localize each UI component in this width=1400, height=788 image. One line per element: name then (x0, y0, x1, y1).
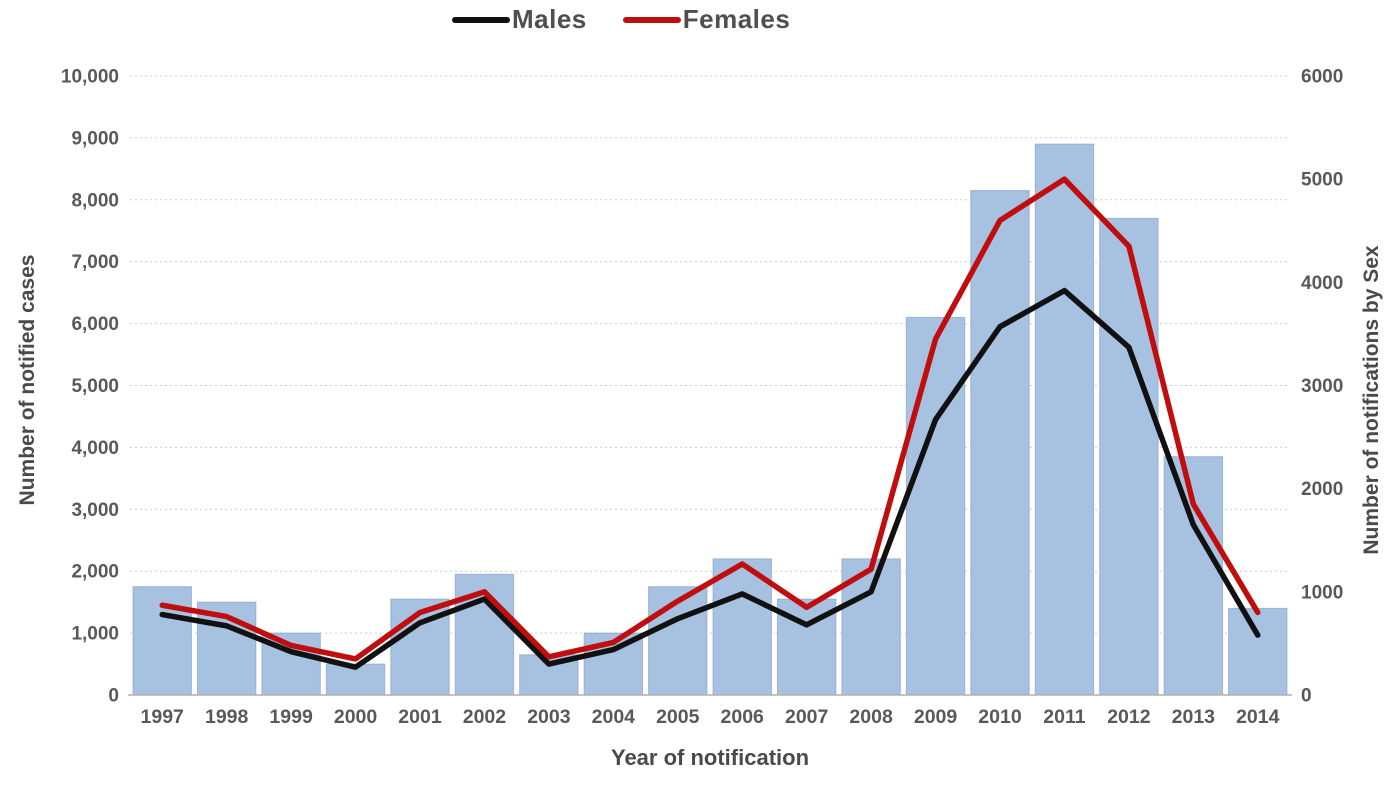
legend-label-females: Females (682, 4, 791, 34)
left-axis-ticks: 0 1,000 2,000 3,000 4,000 5,000 6,000 7,000 8,00… (61, 67, 119, 707)
males-line-swatch (452, 16, 510, 23)
x-tick-label: 2003 (527, 706, 571, 728)
right-tick-label: 2000 (1301, 479, 1343, 500)
males-line (159, 287, 1261, 670)
x-tick-label: 2012 (1107, 706, 1151, 728)
x-tick-label: 2001 (398, 706, 442, 728)
x-tick-label: 2000 (334, 706, 378, 728)
x-tick-label: 1999 (269, 706, 313, 728)
right-tick-label: 5000 (1301, 170, 1343, 191)
bar-2010 (970, 190, 1030, 696)
gridlines (130, 75, 1290, 634)
x-tick-label: 1998 (205, 706, 249, 728)
left-tick-label: 9,000 (71, 128, 119, 149)
x-tick-label: 2009 (914, 706, 958, 728)
left-tick-label: 6,000 (71, 314, 119, 335)
x-tick-label: 2014 (1236, 706, 1280, 728)
x-tick-label: 2005 (656, 706, 700, 728)
x-tick-label: 2004 (592, 706, 636, 728)
legend-item-females: Females (622, 4, 791, 35)
left-tick-label: 2,000 (71, 562, 119, 583)
x-tick-label: 2002 (463, 706, 507, 728)
right-axis-title: Number of notifications by Sex (1360, 245, 1383, 555)
x-axis-ticks: 1997 1998 1999 2000 2001 2002 2003 2004 2005 2006… (141, 706, 1280, 728)
bar-2005 (648, 586, 708, 696)
right-tick-label: 6000 (1301, 67, 1343, 88)
bar-2014 (1228, 607, 1288, 696)
left-tick-label: 5,000 (71, 376, 119, 397)
x-tick-label: 2006 (721, 706, 765, 728)
x-tick-label: 2010 (978, 706, 1022, 728)
left-tick-label: 1,000 (71, 624, 119, 645)
x-tick-label: 2011 (1043, 706, 1085, 728)
legend: Males Females (452, 4, 790, 35)
right-tick-label: 1000 (1301, 582, 1343, 603)
x-tick-label: 2013 (1172, 706, 1216, 728)
left-tick-label: 0 (108, 686, 119, 707)
left-tick-label: 7,000 (71, 252, 119, 273)
females-line (159, 176, 1261, 662)
right-axis-ticks: 0 1000 2000 3000 4000 5000 6000 (1301, 67, 1343, 707)
legend-item-males: Males (452, 4, 587, 35)
right-tick-label: 3000 (1301, 376, 1343, 397)
x-tick-label: 2008 (849, 706, 893, 728)
left-tick-label: 8,000 (71, 190, 119, 211)
left-tick-label: 10,000 (61, 67, 119, 88)
x-axis-title: Year of notification (610, 745, 810, 770)
left-tick-label: 3,000 (71, 500, 119, 521)
bars-series (132, 143, 1288, 696)
left-axis-title: Number of notified cases (16, 254, 39, 506)
bar-2006 (712, 558, 772, 696)
right-tick-label: 4000 (1301, 273, 1343, 294)
bar-2009 (905, 316, 966, 696)
legend-label-males: Males (512, 4, 587, 34)
x-tick-label: 2007 (785, 706, 828, 728)
right-tick-label: 0 (1301, 686, 1312, 707)
bar-2012 (1099, 217, 1159, 696)
bar-2011 (1034, 143, 1095, 696)
females-line-swatch (622, 16, 681, 23)
x-tick-label: 1997 (141, 706, 184, 728)
left-tick-label: 4,000 (71, 438, 119, 459)
bar-2013 (1163, 456, 1224, 696)
